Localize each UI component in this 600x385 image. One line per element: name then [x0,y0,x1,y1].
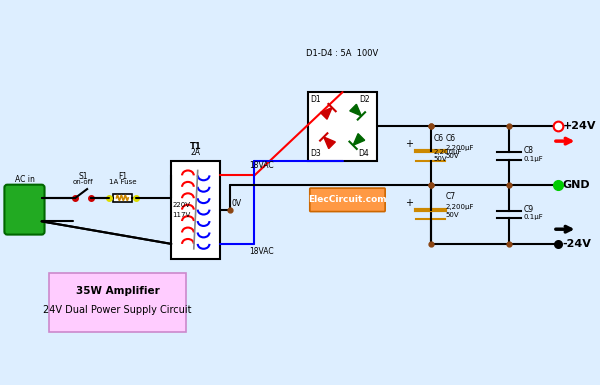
Text: C6: C6 [434,134,444,143]
Bar [49,273,186,332]
Text: GND: GND [563,180,590,190]
Text: C6: C6 [445,134,455,143]
Text: 117V: 117V [172,211,190,218]
Text: +: + [405,198,413,208]
Bar [113,194,132,202]
Text: 220V: 220V [172,202,190,208]
Text: F1: F1 [118,172,127,181]
Polygon shape [350,104,361,116]
Text: -24V: -24V [563,239,592,249]
Text: 50V: 50V [445,153,459,159]
Text: C8: C8 [524,146,533,156]
FancyBboxPatch shape [310,188,385,212]
Text: AC in: AC in [14,175,34,184]
Polygon shape [353,134,365,145]
Text: T1: T1 [190,142,202,151]
Text: D2: D2 [359,95,370,104]
Text: 0.1μF: 0.1μF [524,214,544,221]
Text: 2,200μF: 2,200μF [445,145,474,151]
Text: 2,200μF: 2,200μF [445,204,474,210]
Text: 0V: 0V [232,199,242,208]
Text: D1-D4 : 5A  100V: D1-D4 : 5A 100V [307,49,379,57]
Text: 18VAC: 18VAC [250,247,274,256]
Text: 24V Dual Power Supply Circuit: 24V Dual Power Supply Circuit [43,305,192,315]
Polygon shape [324,137,335,149]
Text: D4: D4 [359,149,370,158]
Text: D3: D3 [310,149,320,158]
Text: ElecCircuit.com: ElecCircuit.com [308,195,387,204]
Text: S1: S1 [79,172,88,181]
Text: +: + [405,139,413,149]
FancyBboxPatch shape [4,185,44,234]
Text: C7: C7 [445,192,455,201]
Text: 50V: 50V [445,211,459,218]
Text: 2,200μF
50V: 2,200μF 50V [434,149,462,162]
Bar [171,161,220,259]
Text: C9: C9 [524,205,534,214]
Text: on-off: on-off [73,179,94,185]
Text: 2A: 2A [191,148,201,157]
Text: D1: D1 [310,95,320,104]
Text: 18VAC: 18VAC [250,161,274,170]
Text: +24V: +24V [563,121,596,131]
Text: 0.1μF: 0.1μF [524,156,544,162]
Text: 35W Amplifier: 35W Amplifier [76,286,160,296]
Polygon shape [320,107,332,119]
Bar [308,92,377,161]
Text: 1A Fuse: 1A Fuse [109,179,136,185]
